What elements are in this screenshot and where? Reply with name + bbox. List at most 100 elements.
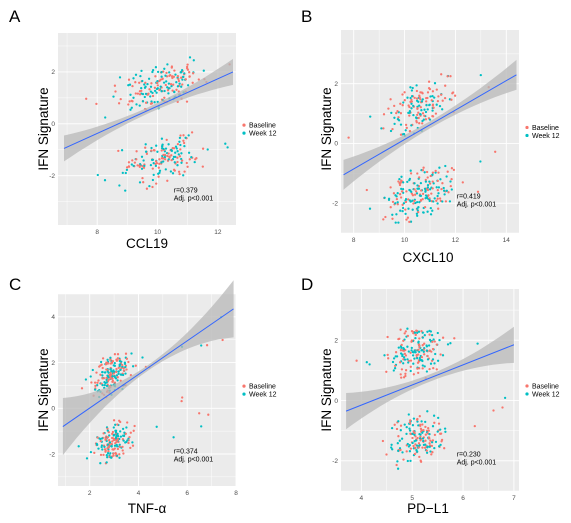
point-week12	[439, 178, 442, 181]
point-baseline	[171, 147, 174, 150]
point-baseline	[133, 161, 137, 164]
point-week12	[394, 194, 397, 197]
point-week12	[167, 158, 170, 161]
point-week12	[426, 446, 429, 449]
point-week12	[410, 89, 414, 92]
point-baseline	[461, 181, 464, 184]
point-week12	[116, 432, 119, 436]
point-week12	[226, 146, 229, 149]
point-baseline	[421, 192, 425, 196]
point-baseline	[423, 353, 426, 356]
point-baseline	[404, 374, 407, 378]
point-week12	[396, 192, 399, 195]
point-week12	[432, 200, 435, 203]
point-baseline	[400, 179, 403, 182]
point-baseline	[132, 429, 135, 432]
point-baseline	[105, 368, 108, 371]
point-week12	[99, 462, 102, 465]
point-baseline	[410, 100, 413, 103]
point-week12	[140, 167, 144, 170]
point-week12	[106, 358, 109, 361]
point-week12	[114, 429, 118, 432]
point-week12	[426, 184, 430, 187]
point-baseline	[179, 148, 182, 151]
point-baseline	[418, 415, 421, 418]
point-baseline	[102, 453, 105, 457]
point-baseline	[185, 161, 188, 165]
point-baseline	[419, 460, 423, 463]
point-week12	[412, 417, 416, 420]
point-week12	[419, 194, 423, 198]
point-week12	[151, 70, 154, 74]
point-baseline	[170, 158, 173, 162]
point-baseline	[201, 147, 205, 150]
point-week12	[391, 360, 395, 364]
point-week12	[406, 180, 409, 184]
point-baseline	[415, 418, 419, 421]
point-baseline	[419, 198, 423, 202]
point-baseline	[171, 76, 174, 80]
point-week12	[91, 368, 94, 372]
panel-letter: B	[301, 7, 312, 26]
point-baseline	[408, 421, 412, 424]
point-baseline	[408, 220, 411, 224]
point-week12	[160, 90, 163, 93]
point-baseline	[430, 350, 433, 353]
point-baseline	[197, 78, 200, 81]
point-baseline	[452, 168, 456, 172]
point-week12	[410, 349, 413, 352]
legend-key-baseline	[525, 125, 529, 130]
point-week12	[152, 162, 155, 165]
point-baseline	[492, 409, 495, 412]
point-week12	[398, 177, 401, 181]
point-baseline	[167, 152, 170, 155]
regression-line	[343, 74, 517, 176]
point-week12	[122, 439, 125, 442]
point-baseline	[427, 86, 431, 90]
point-baseline	[440, 73, 443, 76]
point-week12	[402, 362, 405, 365]
point-baseline	[145, 187, 149, 190]
point-baseline	[117, 102, 121, 105]
point-week12	[148, 184, 151, 188]
x-tick-label: 6	[185, 490, 189, 497]
point-week12	[143, 95, 146, 99]
point-week12	[410, 107, 413, 110]
point-week12	[428, 432, 431, 436]
x-tick-label: 10	[154, 229, 162, 236]
point-baseline	[382, 218, 385, 221]
point-baseline	[355, 359, 358, 362]
point-baseline	[440, 93, 443, 96]
point-week12	[387, 197, 391, 200]
point-week12	[101, 448, 104, 451]
point-week12	[164, 168, 167, 171]
point-baseline	[148, 88, 151, 91]
point-baseline	[415, 97, 419, 100]
point-baseline	[142, 166, 146, 169]
point-baseline	[107, 439, 111, 442]
point-baseline	[195, 157, 198, 160]
point-baseline	[473, 424, 476, 428]
point-week12	[192, 59, 195, 62]
point-baseline	[400, 368, 404, 371]
point-baseline	[382, 127, 385, 130]
y-tick-label: -2	[49, 173, 55, 180]
point-week12	[112, 434, 115, 437]
point-baseline	[421, 367, 424, 370]
point-week12	[123, 362, 127, 366]
point-week12	[175, 147, 178, 150]
point-week12	[190, 156, 193, 159]
point-baseline	[430, 192, 433, 195]
y-tick-label: 2	[51, 360, 55, 367]
point-baseline	[118, 445, 121, 448]
point-baseline	[146, 93, 149, 96]
point-week12	[151, 69, 155, 72]
point-week12	[406, 442, 409, 446]
point-week12	[410, 102, 413, 105]
point-week12	[167, 82, 171, 85]
point-baseline	[431, 451, 434, 454]
point-baseline	[423, 342, 426, 345]
point-week12	[124, 365, 127, 369]
point-baseline	[401, 93, 404, 96]
point-week12	[164, 74, 167, 77]
